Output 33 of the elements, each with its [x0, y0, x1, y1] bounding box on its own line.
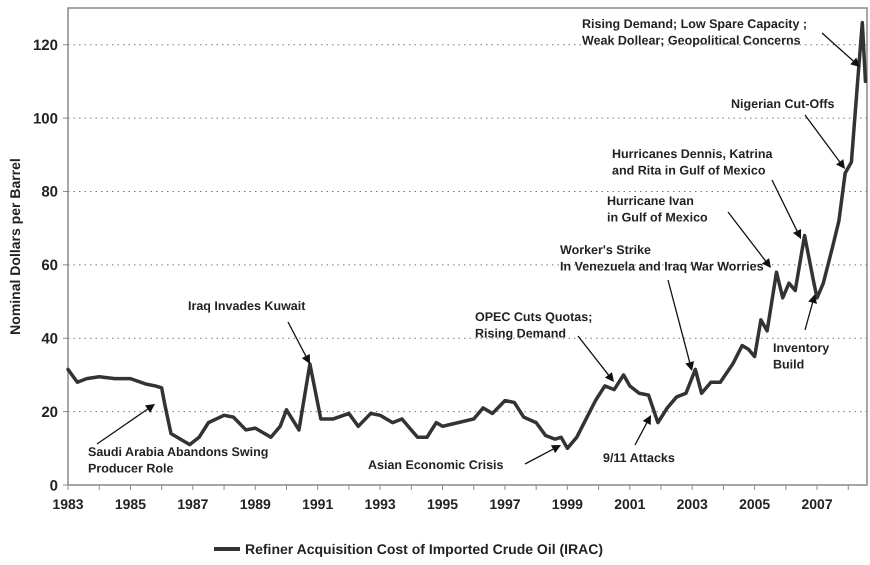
y-tick-label: 20 — [41, 404, 58, 421]
y-tick-label: 80 — [41, 184, 58, 201]
x-tick-label: 1997 — [489, 496, 521, 512]
annotation: Hurricanes Dennis, Katrina and Rita in Gulf of Mexico — [612, 147, 774, 178]
x-tick-label: 1993 — [364, 496, 396, 512]
annotation: Iraq Invades Kuwait — [188, 299, 306, 313]
x-tick-label: 1987 — [177, 496, 209, 512]
y-tick-label: 120 — [32, 36, 58, 54]
y-axis-title: Nominal Dollars per Barrel — [7, 158, 23, 335]
annotation: Asian Economic Crisis — [368, 458, 504, 472]
annotation: OPEC Cuts Quotas; Rising Demand — [475, 310, 592, 340]
x-tick-label: 1989 — [240, 496, 272, 512]
y-tick-label: 100 — [32, 110, 58, 128]
x-tick-label: 1995 — [426, 496, 458, 512]
y-tick-label: 0 — [50, 477, 58, 494]
annotation: Hurricane Ivan in Gulf of Mexico — [607, 194, 708, 224]
x-tick-label: 1999 — [552, 496, 584, 512]
annotation: 9/11 Attacks — [603, 451, 675, 465]
x-tick-label: 1983 — [52, 496, 84, 512]
y-tick-label: 40 — [41, 330, 58, 348]
annotation: Nigerian Cut-Offs — [731, 97, 835, 111]
annotation: Worker's Strike In Venezuela and Iraq War Worries — [560, 243, 764, 274]
x-tick-label: 2007 — [801, 496, 833, 512]
annotation: Saudi Arabia Abandons Swing Producer Role — [88, 445, 268, 476]
annotation: Rising Demand; Low Spare Capacity ; Weak Dollear; Geopolitical Concerns — [582, 17, 808, 48]
annotation: Inventory Build — [773, 341, 830, 372]
x-tick-label: 1985 — [114, 496, 146, 512]
legend-label: Refiner Acquisition Cost of Imported Crude Oil (IRAC) — [245, 540, 604, 557]
x-tick-label: 2003 — [676, 496, 708, 512]
x-tick-label: 2001 — [614, 496, 646, 512]
y-tick-label: 60 — [41, 257, 58, 274]
x-tick-label: 1991 — [302, 496, 334, 512]
x-tick-label: 2005 — [739, 496, 770, 512]
